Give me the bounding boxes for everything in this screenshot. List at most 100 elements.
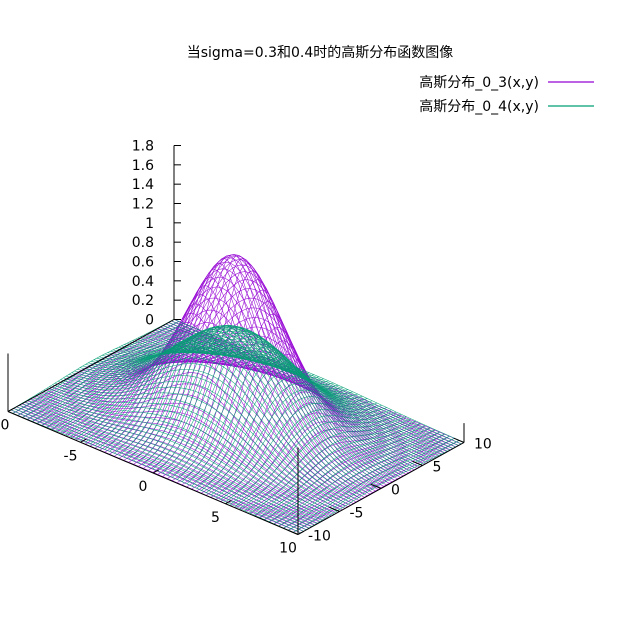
z-tick-label: 0.6 [132, 255, 154, 271]
mesh-line [132, 340, 423, 464]
z-tick-label: 0.2 [132, 293, 154, 309]
mesh-line [41, 392, 332, 517]
mesh-line [16, 406, 307, 531]
mesh-line [157, 327, 448, 452]
mesh-line [162, 324, 454, 449]
mesh-line [27, 399, 318, 524]
mesh-line [46, 389, 337, 514]
mesh-line [168, 322, 459, 446]
mesh-line [30, 398, 321, 522]
y-tick-label: 10 [474, 437, 492, 453]
mesh-line [129, 341, 420, 466]
mesh-line [110, 288, 401, 478]
mesh-line [68, 357, 360, 498]
mesh-line [77, 342, 368, 493]
surface-mesh [7, 254, 465, 535]
mesh-line [124, 344, 415, 468]
tick-labels: -10 -5 0 5 10 -10 -5 0 5 10 0 0.2 0.4 0.6 0.8 1 1.2 1.4 1.… [0, 139, 492, 557]
chart-title: 当sigma=0.3和0.4时的高斯分布函数图像 [187, 44, 454, 61]
mesh-line [79, 338, 371, 491]
mesh-line [10, 409, 301, 533]
y-tick-label: -10 [308, 529, 331, 545]
y-tick-label: 0 [391, 483, 400, 499]
x-tick-label: 5 [211, 510, 220, 526]
mesh-line [54, 382, 346, 507]
mesh-line [57, 381, 348, 505]
z-tick-label: 0.8 [132, 235, 154, 251]
mesh-line [85, 345, 252, 443]
mesh-line [115, 335, 407, 472]
z-tick-label: 0.4 [132, 274, 154, 290]
mesh-line [88, 328, 379, 487]
mesh-line [46, 388, 337, 512]
z-tick-label: 1.8 [132, 139, 154, 155]
mesh-line [24, 401, 315, 525]
mesh-line [32, 396, 324, 521]
legend-label: 高斯分布_0_3(x,y) [419, 74, 539, 91]
mesh-line [90, 326, 382, 485]
axes-box [7, 145, 465, 535]
mesh-line [99, 259, 390, 484]
z-tick-label: 1.6 [132, 158, 154, 174]
x-tick [297, 530, 305, 535]
mesh-line [38, 393, 329, 517]
mesh-line [41, 391, 332, 515]
y-tick [329, 506, 340, 512]
x-tick-label: 10 [279, 541, 297, 557]
mesh-line [165, 323, 456, 448]
y-tick-label: -5 [350, 506, 364, 522]
mesh-line [49, 386, 340, 510]
mesh-line [52, 384, 343, 509]
mesh-line [18, 405, 310, 529]
mesh-line [49, 388, 340, 512]
mesh-line [173, 319, 465, 443]
mesh-line [60, 375, 351, 503]
x-tick [225, 500, 232, 505]
y-tick [453, 437, 465, 443]
mesh-line [66, 363, 357, 500]
y-tick [370, 483, 382, 489]
z-tick-label: 1.4 [132, 177, 154, 193]
mesh-line [126, 342, 418, 467]
mesh-line [7, 411, 299, 535]
mesh-line [171, 320, 462, 445]
x-tick-label: -5 [64, 448, 78, 464]
mesh-line [102, 325, 393, 479]
z-tick-label: 1 [145, 216, 154, 232]
mesh-line [107, 279, 398, 480]
mesh-line [102, 264, 393, 483]
mesh-line [82, 334, 373, 490]
mesh-line [10, 409, 301, 534]
legend: 高斯分布_0_3(x,y) 高斯分布_0_4(x,y) [419, 74, 594, 115]
mesh-line [16, 406, 307, 530]
y-tick [287, 529, 299, 535]
mesh-line [13, 407, 304, 532]
x-tick [80, 438, 87, 443]
mesh-line [160, 326, 451, 450]
mesh-line [35, 394, 326, 519]
mesh-line [93, 254, 384, 487]
mesh-line [96, 325, 387, 482]
z-tick-label: 1.2 [132, 197, 154, 213]
mesh-line [68, 322, 360, 501]
mesh-line [63, 369, 354, 502]
mesh-line [21, 403, 312, 527]
y-tick-label: 5 [433, 460, 442, 476]
axis-x-min-edge [7, 319, 175, 412]
mesh-line [118, 338, 409, 471]
mesh-line [71, 352, 362, 496]
mesh-line [85, 331, 376, 488]
mesh-line [79, 276, 371, 495]
mesh-line [74, 297, 365, 498]
mesh-line [135, 338, 426, 463]
mesh-line [113, 297, 404, 477]
mesh-line [43, 389, 335, 514]
mesh-line [154, 329, 445, 453]
x-tick [7, 407, 15, 412]
legend-label: 高斯分布_0_4(x,y) [419, 98, 539, 115]
y-tick [412, 460, 423, 466]
mesh-line [13, 408, 304, 532]
mesh-line [121, 341, 412, 470]
z-tick-label: 0 [145, 313, 154, 329]
mesh-line [18, 404, 310, 529]
